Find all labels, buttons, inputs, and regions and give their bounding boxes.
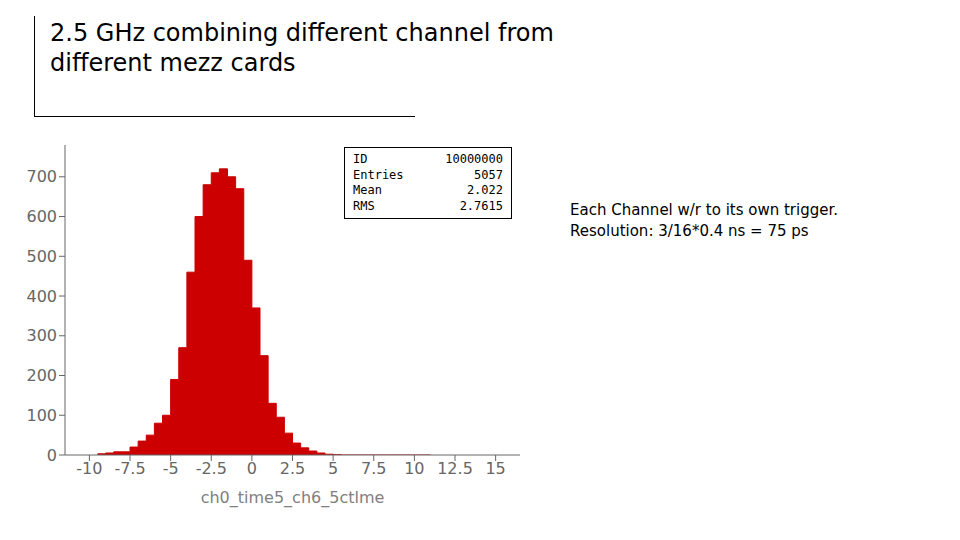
svg-text:200: 200 <box>26 366 57 385</box>
svg-text:-2.5: -2.5 <box>196 459 227 478</box>
svg-text:300: 300 <box>26 326 57 345</box>
svg-text:2.5: 2.5 <box>280 459 305 478</box>
html-text:2.5 GHz combining different ch: 2.5 GHz combining different channel from… <box>50 19 554 77</box>
svg-text:400: 400 <box>26 287 57 306</box>
svg-text:600: 600 <box>26 207 57 226</box>
svg-text:700: 700 <box>26 167 57 186</box>
svg-text:7.5: 7.5 <box>361 459 386 478</box>
svg-text:ch0_time5_ch6_5ctlme: ch0_time5_ch6_5ctlme <box>201 488 385 508</box>
svg-text:0: 0 <box>47 446 57 465</box>
svg-text:10: 10 <box>404 459 424 478</box>
html-text:ID: ID <box>353 152 368 166</box>
html-text:Each Channel w/r to its own tr: Each Channel w/r to its own trigger. Res… <box>570 201 838 240</box>
html-text:Entries: Entries <box>353 167 404 182</box>
html-text:RMS: RMS <box>353 198 375 213</box>
svg-text:100: 100 <box>26 406 57 425</box>
svg-text:12.5: 12.5 <box>437 459 473 478</box>
html-text:Mean: Mean <box>353 183 382 198</box>
svg-text:500: 500 <box>26 247 57 266</box>
svg-text:-7.5: -7.5 <box>114 459 145 478</box>
html-text:2.022: 2.022 <box>466 183 503 198</box>
html-text:5057: 5057 <box>474 167 503 182</box>
html-text:2.7615: 2.7615 <box>459 198 503 213</box>
svg-text:5: 5 <box>328 459 338 478</box>
html-text:10000000: 10000000 <box>445 152 503 166</box>
svg-text:0: 0 <box>247 459 257 478</box>
svg-text:15: 15 <box>485 459 505 478</box>
svg-text:-10: -10 <box>76 459 102 478</box>
svg-text:-5: -5 <box>163 459 179 478</box>
